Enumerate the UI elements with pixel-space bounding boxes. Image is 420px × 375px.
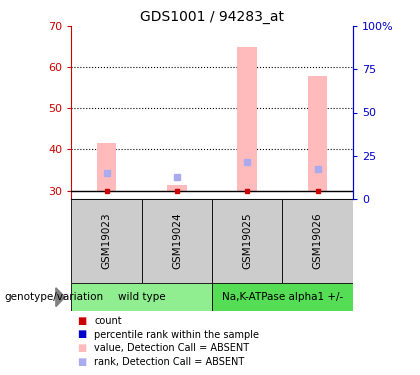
Text: percentile rank within the sample: percentile rank within the sample — [94, 330, 260, 339]
Polygon shape — [56, 288, 65, 307]
Text: value, Detection Call = ABSENT: value, Detection Call = ABSENT — [94, 344, 249, 353]
Bar — [282, 199, 353, 283]
Text: ■: ■ — [77, 344, 87, 353]
Text: wild type: wild type — [118, 292, 165, 302]
Text: genotype/variation: genotype/variation — [4, 292, 103, 302]
Text: ■: ■ — [77, 357, 87, 367]
Bar — [212, 283, 353, 311]
Bar — [71, 199, 142, 283]
Text: ■: ■ — [77, 316, 87, 326]
Bar — [71, 283, 212, 311]
Text: GSM19023: GSM19023 — [102, 213, 112, 269]
Bar — [97, 143, 116, 190]
Text: GSM19024: GSM19024 — [172, 213, 182, 269]
Text: rank, Detection Call = ABSENT: rank, Detection Call = ABSENT — [94, 357, 245, 367]
Text: GSM19025: GSM19025 — [242, 213, 252, 269]
Text: GSM19026: GSM19026 — [312, 213, 323, 269]
Text: count: count — [94, 316, 122, 326]
Title: GDS1001 / 94283_at: GDS1001 / 94283_at — [140, 10, 284, 24]
Bar — [237, 47, 257, 190]
Bar — [212, 199, 282, 283]
Text: Na,K-ATPase alpha1 +/-: Na,K-ATPase alpha1 +/- — [222, 292, 343, 302]
Bar — [142, 199, 212, 283]
Text: ■: ■ — [77, 330, 87, 339]
Bar — [308, 75, 328, 190]
Bar — [167, 185, 187, 190]
